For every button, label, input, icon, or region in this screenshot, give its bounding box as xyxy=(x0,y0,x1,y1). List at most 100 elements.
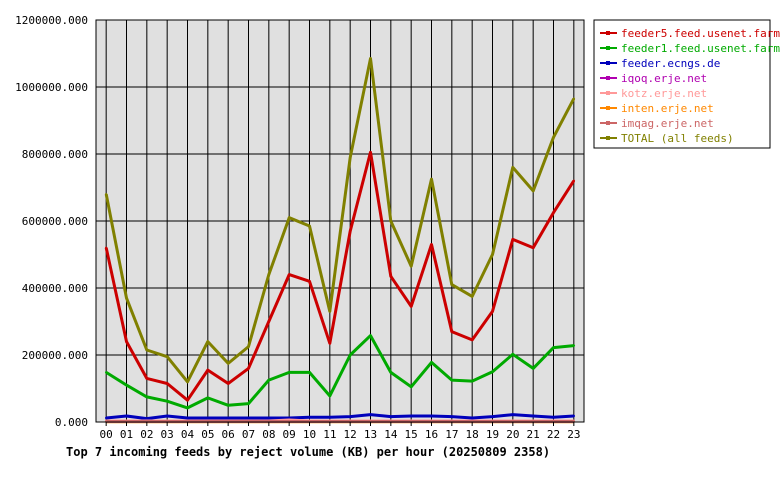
data-point xyxy=(207,417,209,419)
legend-marker xyxy=(606,76,610,80)
legend: feeder5.feed.usenet.farm feeder1.feed.use… xyxy=(594,20,780,148)
data-point xyxy=(390,275,392,277)
data-point xyxy=(512,166,514,168)
data-point xyxy=(512,353,514,355)
data-point xyxy=(146,396,148,398)
data-point xyxy=(247,345,249,347)
data-point xyxy=(573,344,575,346)
data-point xyxy=(268,320,270,322)
data-point xyxy=(146,349,148,351)
data-point xyxy=(430,243,432,245)
data-point xyxy=(227,362,229,364)
data-point xyxy=(166,400,168,402)
y-tick-label: 200000.000 xyxy=(22,349,88,362)
data-point xyxy=(105,247,107,249)
data-point xyxy=(166,382,168,384)
data-point xyxy=(410,415,412,417)
x-tick-label: 12 xyxy=(344,428,357,441)
legend-label: feeder5.feed.usenet.farm xyxy=(621,27,780,40)
data-point xyxy=(410,386,412,388)
data-point xyxy=(369,413,371,415)
data-point xyxy=(512,413,514,415)
data-point xyxy=(410,305,412,307)
data-point xyxy=(451,330,453,332)
legend-marker xyxy=(606,121,610,125)
data-point xyxy=(552,416,554,418)
data-point xyxy=(308,416,310,418)
data-point xyxy=(268,273,270,275)
legend-label: kotz.erje.net xyxy=(621,87,707,100)
data-point xyxy=(552,136,554,138)
legend-marker xyxy=(606,91,610,95)
data-point xyxy=(125,340,127,342)
data-point xyxy=(390,220,392,222)
data-point xyxy=(227,404,229,406)
data-point xyxy=(471,339,473,341)
data-point xyxy=(125,415,127,417)
x-tick-label: 20 xyxy=(506,428,519,441)
data-point xyxy=(430,415,432,417)
x-tick-label: 00 xyxy=(100,428,113,441)
data-point xyxy=(491,371,493,373)
x-tick-label: 03 xyxy=(161,428,174,441)
data-point xyxy=(430,178,432,180)
data-point xyxy=(390,415,392,417)
data-point xyxy=(146,377,148,379)
data-point xyxy=(349,415,351,417)
x-tick-label: 01 xyxy=(120,428,133,441)
data-point xyxy=(288,371,290,373)
y-tick-label: 800000.000 xyxy=(22,148,88,161)
data-point xyxy=(349,354,351,356)
x-tick-label: 22 xyxy=(547,428,560,441)
data-point xyxy=(451,415,453,417)
x-tick-label: 13 xyxy=(364,428,377,441)
data-point xyxy=(166,415,168,417)
data-point xyxy=(125,384,127,386)
data-point xyxy=(288,273,290,275)
x-tick-label: 04 xyxy=(181,428,195,441)
data-point xyxy=(186,417,188,419)
data-point xyxy=(471,295,473,297)
data-point xyxy=(308,280,310,282)
data-point xyxy=(247,402,249,404)
x-tick-label: 23 xyxy=(567,428,580,441)
data-point xyxy=(349,156,351,158)
x-tick-label: 17 xyxy=(445,428,458,441)
x-tick-label: 09 xyxy=(283,428,296,441)
data-point xyxy=(329,416,331,418)
data-point xyxy=(186,407,188,409)
y-tick-label: 1200000.000 xyxy=(15,14,88,27)
data-point xyxy=(207,369,209,371)
data-point xyxy=(532,367,534,369)
data-point xyxy=(268,417,270,419)
x-tick-label: 11 xyxy=(323,428,336,441)
data-point xyxy=(552,346,554,348)
data-point xyxy=(410,265,412,267)
data-point xyxy=(247,367,249,369)
data-point xyxy=(491,415,493,417)
data-point xyxy=(369,334,371,336)
x-tick-label: 07 xyxy=(242,428,255,441)
data-point xyxy=(471,417,473,419)
data-point xyxy=(227,417,229,419)
data-point xyxy=(308,225,310,227)
y-tick-label: 400000.000 xyxy=(22,282,88,295)
data-point xyxy=(491,253,493,255)
x-tick-label: 14 xyxy=(384,428,398,441)
data-point xyxy=(451,283,453,285)
x-tick-label: 19 xyxy=(486,428,499,441)
data-point xyxy=(532,247,534,249)
data-point xyxy=(268,379,270,381)
data-point xyxy=(369,151,371,153)
legend-label: feeder1.feed.usenet.farm xyxy=(621,42,780,55)
data-point xyxy=(105,371,107,373)
data-point xyxy=(532,190,534,192)
data-point xyxy=(329,310,331,312)
y-tick-label: 1000000.000 xyxy=(15,81,88,94)
data-point xyxy=(308,371,310,373)
data-point xyxy=(573,415,575,417)
data-point xyxy=(390,371,392,373)
y-tick-label: 0.000 xyxy=(55,416,88,429)
